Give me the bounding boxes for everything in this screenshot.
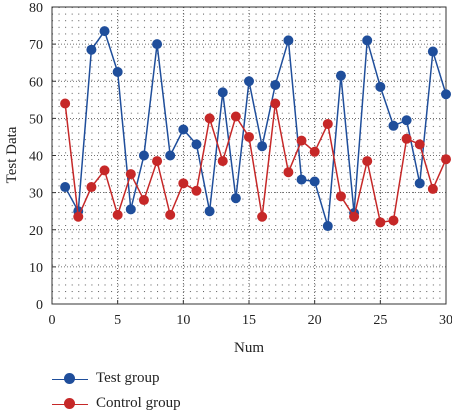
data-point <box>113 210 123 220</box>
x-tick-label: 0 <box>49 313 56 328</box>
y-tick-label: 10 <box>29 261 43 276</box>
data-point <box>231 112 241 122</box>
data-point <box>310 147 320 157</box>
data-point <box>231 193 241 203</box>
data-point <box>218 87 228 97</box>
data-point <box>60 99 70 109</box>
data-point <box>349 212 359 222</box>
data-point <box>415 139 425 149</box>
data-point <box>415 178 425 188</box>
y-tick-label: 60 <box>29 75 43 90</box>
data-point <box>323 119 333 129</box>
data-point <box>165 151 175 161</box>
data-point <box>100 165 110 175</box>
data-point <box>73 212 83 222</box>
data-point <box>244 76 254 86</box>
data-point <box>388 121 398 131</box>
data-point <box>270 99 280 109</box>
y-tick-label: 30 <box>29 187 43 202</box>
data-point <box>375 82 385 92</box>
legend-swatch-control-group <box>52 397 88 411</box>
data-point <box>362 156 372 166</box>
x-tick-label: 25 <box>373 313 387 328</box>
legend-swatch-test-group <box>52 372 88 386</box>
legend-item-test-group: Test group <box>52 366 181 391</box>
y-tick-label: 0 <box>36 298 43 313</box>
data-point <box>178 178 188 188</box>
legend: Test group Control group <box>52 366 181 416</box>
data-point <box>428 184 438 194</box>
data-point <box>191 139 201 149</box>
data-point <box>244 132 254 142</box>
data-point <box>375 217 385 227</box>
data-point <box>283 35 293 45</box>
data-point <box>270 80 280 90</box>
data-point <box>126 169 136 179</box>
data-point <box>191 186 201 196</box>
legend-label-control-group: Control group <box>96 395 181 412</box>
data-point <box>205 113 215 123</box>
data-point <box>388 215 398 225</box>
data-point <box>441 154 451 164</box>
data-point <box>336 71 346 81</box>
x-tick-label: 20 <box>308 313 322 328</box>
y-axis-title: Test Data <box>4 126 20 183</box>
data-point <box>152 39 162 49</box>
data-point <box>100 26 110 36</box>
data-point <box>86 182 96 192</box>
data-point <box>60 182 70 192</box>
data-point <box>428 47 438 57</box>
data-point <box>126 204 136 214</box>
data-point <box>441 89 451 99</box>
data-point <box>86 45 96 55</box>
y-tick-label: 20 <box>29 224 43 239</box>
data-point <box>297 136 307 146</box>
data-point <box>257 212 267 222</box>
x-tick-label: 15 <box>242 313 256 328</box>
x-axis-title: Num <box>234 340 264 356</box>
data-point <box>310 176 320 186</box>
data-point <box>165 210 175 220</box>
data-point <box>139 195 149 205</box>
legend-label-test-group: Test group <box>96 370 160 387</box>
data-point <box>283 167 293 177</box>
data-point <box>205 206 215 216</box>
y-tick-label: 40 <box>29 150 43 165</box>
y-tick-label: 80 <box>29 1 43 16</box>
data-point <box>139 151 149 161</box>
legend-item-control-group: Control group <box>52 391 181 416</box>
y-tick-label: 70 <box>29 38 43 53</box>
y-tick-label: 50 <box>29 112 43 127</box>
data-point <box>152 156 162 166</box>
data-point <box>218 156 228 166</box>
data-point <box>257 141 267 151</box>
data-point <box>402 115 412 125</box>
data-point <box>297 175 307 185</box>
x-tick-label: 5 <box>114 313 121 328</box>
data-point <box>113 67 123 77</box>
x-tick-label: 10 <box>176 313 190 328</box>
data-point <box>336 191 346 201</box>
data-point <box>362 35 372 45</box>
data-point <box>178 125 188 135</box>
data-point <box>402 134 412 144</box>
x-tick-label: 30 <box>439 313 452 328</box>
data-point <box>323 221 333 231</box>
